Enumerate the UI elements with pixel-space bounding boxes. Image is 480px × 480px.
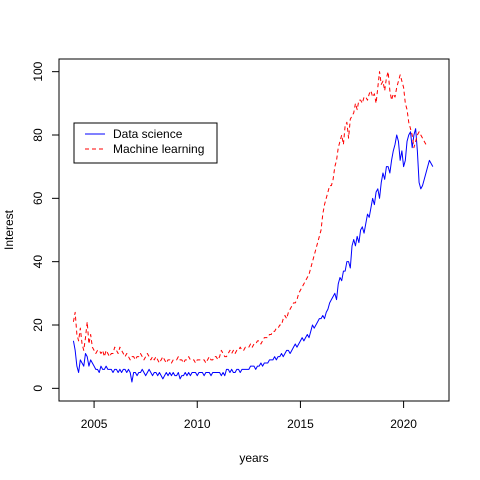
y-tick-label: 40 bbox=[31, 255, 45, 269]
x-axis: 2005 2010 2015 2020 bbox=[81, 400, 417, 431]
legend-label-machine-learning: Machine learning bbox=[113, 142, 204, 156]
series-line-data-science bbox=[72, 128, 434, 383]
y-tick-label: 0 bbox=[31, 385, 45, 392]
series-layer bbox=[72, 71, 434, 383]
x-tick-label: 2010 bbox=[184, 417, 211, 431]
legend-label-data-science: Data science bbox=[113, 127, 183, 141]
y-tick-label: 100 bbox=[31, 61, 45, 81]
x-tick-label: 2005 bbox=[81, 417, 108, 431]
y-axis-title: Interest bbox=[2, 209, 16, 250]
x-tick-label: 2020 bbox=[390, 417, 417, 431]
legend-box bbox=[73, 122, 218, 164]
x-axis-title: years bbox=[239, 451, 268, 465]
x-tick-label: 2015 bbox=[287, 417, 314, 431]
y-tick-label: 80 bbox=[31, 128, 45, 142]
legend: Data science Machine learning bbox=[73, 122, 218, 164]
y-tick-label: 20 bbox=[31, 318, 45, 332]
series-line-machine-learning bbox=[72, 71, 427, 364]
y-axis: 0 20 40 60 80 100 bbox=[31, 61, 60, 392]
y-tick-label: 60 bbox=[31, 191, 45, 205]
